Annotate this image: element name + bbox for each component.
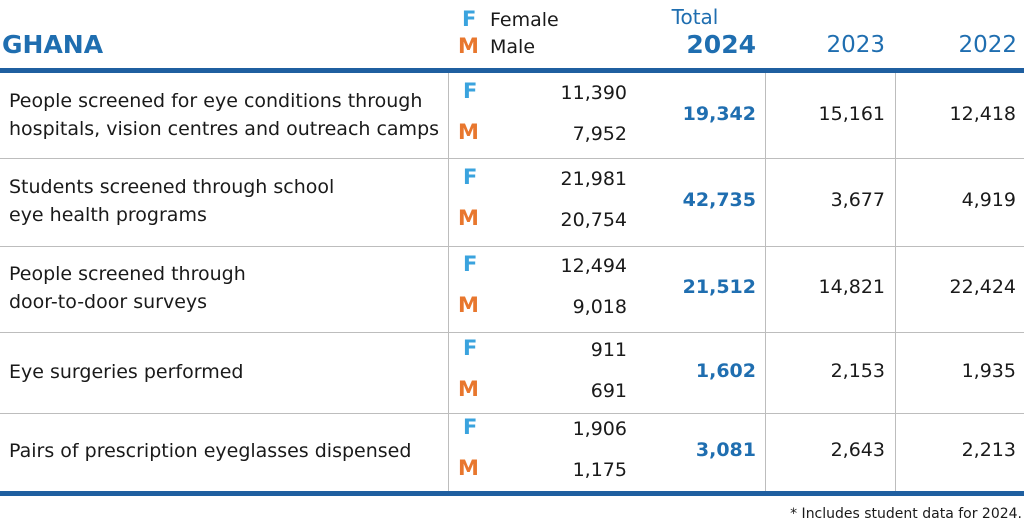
value-2022: 4,919 [961,189,1016,211]
female-value: 1,906 [572,418,627,440]
value-2022: 12,418 [949,102,1016,125]
footnote: * Includes student data for 2024. [790,506,1022,522]
title: GHANA [2,30,104,59]
male-value: 20,754 [560,209,627,231]
row-divider [0,158,1024,159]
row-label: Eye surgeries performed [9,360,244,383]
row-label: People screened through [9,263,246,285]
column-divider [765,73,766,491]
row-divider [0,246,1024,247]
row-divider [0,413,1024,414]
column-divider [895,73,896,491]
male-value: 9,018 [572,296,627,318]
total-value: 21,512 [682,276,756,298]
total-value: 19,342 [682,102,756,125]
letter: M [458,376,479,401]
legend-letter: F [462,7,477,31]
legend-label: Male [490,36,536,58]
letter: M [458,206,479,230]
letter: M [458,293,479,317]
row-label: Pairs of prescription eyeglasses dispens… [9,440,412,462]
column-divider [448,73,449,491]
row-label: People screened for eye conditions throu… [9,89,423,112]
letter: F [463,335,478,360]
letter: F [463,252,478,276]
letter: F [463,415,478,439]
year-header: 2022 [958,32,1017,58]
row-label: Students screened through school [9,176,335,198]
female-value: 12,494 [560,255,627,277]
value-2023: 3,677 [830,189,885,211]
legend-label: Female [490,9,559,31]
year-header: 2023 [826,32,885,58]
total-header: Total [671,5,719,29]
row-label: door-to-door surveys [9,291,208,313]
row-divider [0,332,1024,333]
total-value: 3,081 [695,439,756,461]
value-2022: 1,935 [961,359,1016,382]
value-2023: 14,821 [818,276,885,298]
row-label: eye health programs [9,204,207,226]
total-value: 1,602 [695,359,756,382]
letter: F [463,78,478,103]
total-value: 42,735 [682,189,756,211]
row-label: hospitals, vision centres and outreach c… [9,117,440,140]
value-2023: 2,643 [830,439,885,461]
legend-letter: M [458,34,479,58]
male-value: 691 [590,379,627,402]
rule [0,68,1024,73]
letter: M [458,119,479,144]
female-value: 911 [590,338,627,361]
value-2022: 22,424 [949,276,1016,298]
value-2023: 15,161 [818,102,885,125]
letter: M [458,456,479,480]
year-header: 2024 [686,30,756,59]
male-value: 7,952 [572,122,627,145]
value-2023: 2,153 [830,359,885,382]
value-2022: 2,213 [961,439,1016,461]
rule [0,491,1024,496]
male-value: 1,175 [572,459,627,481]
female-value: 11,390 [560,81,627,104]
letter: F [463,165,478,189]
female-value: 21,981 [560,168,627,190]
